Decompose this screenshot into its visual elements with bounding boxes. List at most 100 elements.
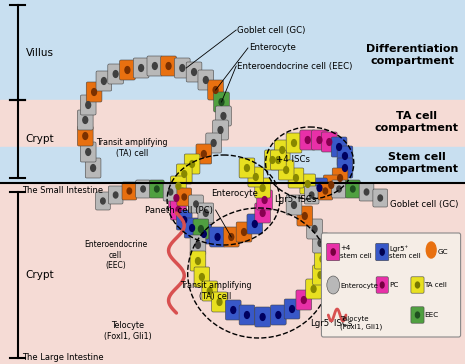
FancyBboxPatch shape xyxy=(311,130,328,150)
Ellipse shape xyxy=(337,175,343,181)
Ellipse shape xyxy=(200,274,204,280)
Ellipse shape xyxy=(378,195,383,201)
FancyBboxPatch shape xyxy=(278,160,294,180)
FancyBboxPatch shape xyxy=(96,71,112,91)
Ellipse shape xyxy=(176,207,181,213)
FancyBboxPatch shape xyxy=(255,178,271,198)
FancyBboxPatch shape xyxy=(359,183,374,201)
Ellipse shape xyxy=(191,68,196,75)
Ellipse shape xyxy=(127,188,132,194)
Ellipse shape xyxy=(311,286,316,292)
Text: Enterocyte: Enterocyte xyxy=(340,283,378,289)
Ellipse shape xyxy=(91,88,97,95)
FancyBboxPatch shape xyxy=(411,277,424,293)
Ellipse shape xyxy=(262,197,267,203)
Text: Goblet cell (GC): Goblet cell (GC) xyxy=(237,25,306,35)
Ellipse shape xyxy=(199,226,203,232)
Text: Enteroendocrine cell (EEC): Enteroendocrine cell (EEC) xyxy=(237,62,353,71)
Ellipse shape xyxy=(327,139,332,145)
FancyBboxPatch shape xyxy=(85,158,101,178)
Ellipse shape xyxy=(310,192,314,198)
FancyBboxPatch shape xyxy=(147,56,163,76)
Ellipse shape xyxy=(323,188,328,194)
Ellipse shape xyxy=(211,140,216,146)
FancyBboxPatch shape xyxy=(210,227,226,247)
FancyBboxPatch shape xyxy=(373,189,388,207)
Ellipse shape xyxy=(174,195,179,201)
FancyBboxPatch shape xyxy=(337,146,353,166)
FancyBboxPatch shape xyxy=(264,150,280,170)
Text: Lgr5⁺
stem cell: Lgr5⁺ stem cell xyxy=(389,245,421,259)
Ellipse shape xyxy=(182,217,187,223)
FancyBboxPatch shape xyxy=(346,180,360,198)
Text: Crypt: Crypt xyxy=(26,270,54,280)
Ellipse shape xyxy=(203,76,208,83)
FancyBboxPatch shape xyxy=(313,265,328,285)
Text: The Small Intestine: The Small Intestine xyxy=(23,186,104,195)
Text: Paneth cell (PC): Paneth cell (PC) xyxy=(145,206,213,214)
Ellipse shape xyxy=(320,256,325,262)
FancyBboxPatch shape xyxy=(149,180,164,198)
FancyBboxPatch shape xyxy=(306,279,321,299)
FancyBboxPatch shape xyxy=(196,144,212,164)
Ellipse shape xyxy=(415,282,419,288)
Ellipse shape xyxy=(245,165,249,171)
FancyBboxPatch shape xyxy=(300,174,316,194)
Ellipse shape xyxy=(182,171,187,177)
FancyBboxPatch shape xyxy=(108,64,124,84)
FancyBboxPatch shape xyxy=(239,158,255,178)
Ellipse shape xyxy=(125,67,130,74)
FancyBboxPatch shape xyxy=(321,233,461,337)
FancyBboxPatch shape xyxy=(248,167,264,187)
Ellipse shape xyxy=(284,167,289,173)
Ellipse shape xyxy=(215,234,220,240)
Text: TA cell: TA cell xyxy=(424,282,447,288)
Text: GC: GC xyxy=(438,249,449,255)
FancyBboxPatch shape xyxy=(304,186,319,204)
FancyBboxPatch shape xyxy=(257,190,273,210)
Ellipse shape xyxy=(276,312,281,318)
FancyBboxPatch shape xyxy=(255,307,271,327)
Bar xyxy=(0,147,465,182)
Ellipse shape xyxy=(139,64,144,71)
Ellipse shape xyxy=(203,210,208,217)
FancyBboxPatch shape xyxy=(171,200,186,220)
Bar xyxy=(0,100,465,147)
FancyBboxPatch shape xyxy=(184,218,200,238)
Text: Lgr5⁺ISCs: Lgr5⁺ISCs xyxy=(274,195,317,205)
Text: Enteroendocrine
cell
(EEC): Enteroendocrine cell (EEC) xyxy=(84,240,147,270)
FancyBboxPatch shape xyxy=(86,82,102,102)
Bar xyxy=(0,183,465,364)
FancyBboxPatch shape xyxy=(313,233,328,253)
FancyBboxPatch shape xyxy=(376,277,388,293)
FancyBboxPatch shape xyxy=(81,95,96,115)
FancyBboxPatch shape xyxy=(315,249,330,269)
FancyBboxPatch shape xyxy=(213,120,228,140)
Ellipse shape xyxy=(337,186,341,192)
FancyBboxPatch shape xyxy=(176,210,192,230)
Ellipse shape xyxy=(312,226,317,232)
Ellipse shape xyxy=(182,194,186,200)
Ellipse shape xyxy=(351,186,355,192)
FancyBboxPatch shape xyxy=(226,300,241,320)
Ellipse shape xyxy=(180,64,185,71)
Ellipse shape xyxy=(260,185,265,191)
Ellipse shape xyxy=(196,242,201,248)
FancyBboxPatch shape xyxy=(196,224,212,244)
Text: Enterocyte: Enterocyte xyxy=(249,44,296,52)
FancyBboxPatch shape xyxy=(331,137,347,157)
FancyBboxPatch shape xyxy=(190,235,206,255)
Ellipse shape xyxy=(153,63,157,70)
Text: The Large Intestine: The Large Intestine xyxy=(23,353,104,362)
Ellipse shape xyxy=(317,185,322,191)
Text: EEC: EEC xyxy=(424,312,438,318)
Ellipse shape xyxy=(231,306,236,313)
Ellipse shape xyxy=(343,153,347,159)
FancyBboxPatch shape xyxy=(332,180,346,198)
Ellipse shape xyxy=(317,136,322,143)
Ellipse shape xyxy=(329,182,334,189)
FancyBboxPatch shape xyxy=(286,195,302,215)
Text: TA cell
compartment: TA cell compartment xyxy=(374,111,459,133)
FancyBboxPatch shape xyxy=(214,92,229,112)
Ellipse shape xyxy=(196,258,201,264)
